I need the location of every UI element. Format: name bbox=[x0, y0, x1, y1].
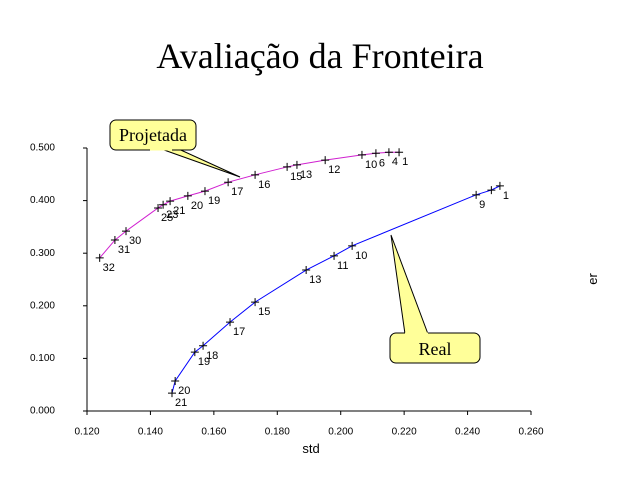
point-label: 1 bbox=[503, 190, 509, 202]
chart-title: Avaliação da Fronteira bbox=[156, 36, 483, 76]
point-label: 4 bbox=[392, 156, 398, 168]
point-label: 20 bbox=[191, 200, 203, 212]
point-marker bbox=[395, 148, 404, 157]
point-marker bbox=[110, 236, 119, 245]
y-tick-label: 0.200 bbox=[30, 300, 55, 311]
point-marker bbox=[167, 389, 176, 398]
x-axis-label: std bbox=[302, 441, 319, 456]
point-marker bbox=[226, 318, 235, 327]
y-axis-label: er bbox=[585, 273, 600, 285]
point-marker bbox=[200, 187, 209, 196]
point-label: 13 bbox=[300, 169, 312, 181]
point-label: 17 bbox=[231, 186, 243, 198]
point-label: 31 bbox=[118, 244, 130, 256]
point-marker bbox=[171, 377, 180, 386]
point-label: 15 bbox=[258, 306, 270, 318]
y-tick-label: 0.400 bbox=[30, 195, 55, 206]
callout-label: Real bbox=[419, 339, 452, 359]
point-marker bbox=[330, 251, 339, 260]
point-label: 13 bbox=[309, 274, 321, 286]
point-marker bbox=[95, 253, 104, 262]
point-marker bbox=[371, 149, 380, 158]
point-marker bbox=[302, 266, 311, 275]
point-marker bbox=[495, 181, 504, 190]
x-tick-label: 0.140 bbox=[138, 427, 163, 438]
point-label: 19 bbox=[198, 356, 210, 368]
point-marker bbox=[251, 170, 260, 179]
point-label: 10 bbox=[365, 159, 377, 171]
point-label: 16 bbox=[258, 179, 270, 191]
y-tick-label: 0.100 bbox=[30, 353, 55, 364]
x-tick-label: 0.240 bbox=[455, 427, 480, 438]
point-marker bbox=[472, 190, 481, 199]
point-marker bbox=[251, 298, 260, 307]
y-tick-label: 0.500 bbox=[30, 143, 55, 154]
point-marker bbox=[183, 191, 192, 200]
point-label: 18 bbox=[206, 350, 218, 362]
point-marker bbox=[166, 197, 175, 206]
point-label: 30 bbox=[129, 235, 141, 247]
point-marker bbox=[292, 160, 301, 169]
point-label: 21 bbox=[173, 205, 185, 217]
point-label: 15 bbox=[290, 171, 302, 183]
point-marker bbox=[357, 150, 366, 159]
point-label: 17 bbox=[233, 326, 245, 338]
point-marker bbox=[122, 227, 131, 236]
x-tick-label: 0.160 bbox=[201, 427, 226, 438]
point-marker bbox=[348, 241, 357, 250]
point-label: 21 bbox=[175, 397, 187, 409]
callout-label: Projetada bbox=[119, 125, 187, 145]
callout-box bbox=[389, 332, 481, 364]
x-tick-label: 0.260 bbox=[518, 427, 543, 438]
x-tick-label: 0.120 bbox=[74, 427, 99, 438]
point-label: 23 bbox=[166, 209, 178, 221]
point-marker bbox=[321, 156, 330, 165]
point-marker bbox=[224, 178, 233, 187]
series-line bbox=[171, 185, 501, 394]
point-label: 19 bbox=[208, 195, 220, 207]
x-tick-label: 0.200 bbox=[328, 427, 353, 438]
point-marker bbox=[159, 200, 168, 209]
plot-area: 0.120 0.140 0.160 0.180 0.200 0.220 0.240 0.260… bbox=[30, 143, 544, 438]
point-label: 20 bbox=[178, 385, 190, 397]
point-label: 10 bbox=[355, 250, 367, 262]
point-label: 12 bbox=[328, 164, 340, 176]
point-marker bbox=[283, 162, 292, 171]
point-marker bbox=[154, 203, 163, 212]
point-marker bbox=[199, 341, 208, 350]
point-label: 9 bbox=[479, 199, 485, 211]
point-label: 11 bbox=[337, 260, 348, 272]
point-label: 25 bbox=[161, 212, 173, 224]
x-tick-label: 0.220 bbox=[392, 427, 417, 438]
point-label: 6 bbox=[379, 157, 385, 169]
point-marker bbox=[384, 148, 393, 157]
x-tick-label: 0.180 bbox=[265, 427, 290, 438]
point-marker bbox=[487, 186, 496, 195]
y-tick-label: 0.000 bbox=[30, 406, 55, 417]
y-tick-label: 0.300 bbox=[30, 248, 55, 259]
point-label: 32 bbox=[103, 262, 115, 274]
point-marker bbox=[190, 348, 199, 357]
point-label: 1 bbox=[402, 156, 408, 168]
